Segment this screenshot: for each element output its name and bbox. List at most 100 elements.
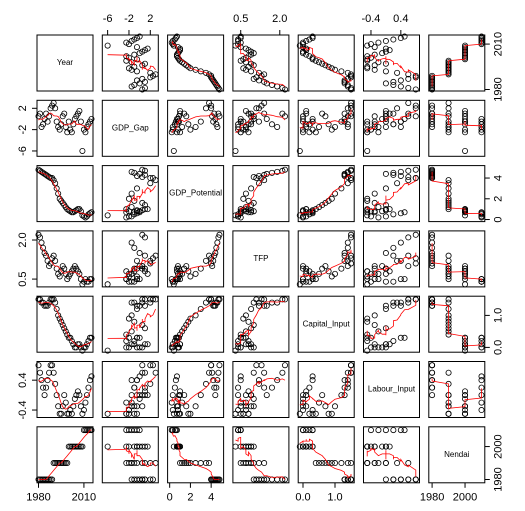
point bbox=[37, 234, 44, 241]
point bbox=[123, 344, 130, 351]
point bbox=[344, 180, 351, 187]
point bbox=[462, 110, 469, 117]
smooth-line bbox=[171, 378, 220, 405]
point bbox=[248, 185, 255, 192]
point bbox=[478, 334, 485, 341]
point bbox=[364, 147, 371, 154]
point bbox=[397, 299, 404, 306]
point bbox=[397, 123, 404, 130]
y-tick-label: 0.5 bbox=[17, 271, 29, 286]
smooth-line bbox=[107, 258, 156, 279]
point bbox=[235, 344, 242, 351]
point bbox=[268, 384, 275, 391]
point bbox=[253, 105, 260, 112]
point bbox=[281, 362, 288, 369]
point bbox=[58, 318, 65, 325]
point bbox=[139, 403, 146, 410]
point bbox=[185, 121, 192, 128]
point bbox=[375, 214, 382, 221]
point bbox=[170, 410, 177, 417]
point bbox=[315, 59, 322, 66]
point bbox=[445, 177, 452, 184]
smooth-line bbox=[366, 299, 417, 339]
point bbox=[405, 99, 412, 106]
point bbox=[136, 209, 143, 216]
point bbox=[347, 362, 354, 369]
point bbox=[325, 63, 332, 70]
point bbox=[82, 344, 89, 351]
point bbox=[382, 476, 389, 483]
point bbox=[149, 476, 156, 483]
point bbox=[131, 410, 138, 417]
point bbox=[61, 392, 68, 399]
point bbox=[133, 334, 140, 341]
point bbox=[390, 302, 397, 309]
point bbox=[347, 71, 354, 78]
point bbox=[347, 86, 354, 93]
point bbox=[309, 35, 316, 42]
point bbox=[77, 118, 84, 125]
point bbox=[202, 257, 209, 264]
point bbox=[445, 296, 452, 303]
point bbox=[177, 443, 184, 450]
point bbox=[303, 206, 310, 213]
point bbox=[367, 41, 374, 48]
x-tick-label: 2.0 bbox=[272, 13, 287, 25]
point bbox=[328, 410, 335, 417]
smooth-line bbox=[431, 39, 482, 87]
point bbox=[367, 213, 374, 220]
point bbox=[144, 206, 151, 213]
panel bbox=[297, 230, 355, 288]
point bbox=[141, 167, 148, 174]
point bbox=[128, 377, 135, 384]
point bbox=[43, 302, 50, 309]
point bbox=[299, 129, 306, 136]
panel bbox=[232, 230, 290, 288]
point bbox=[235, 384, 242, 391]
point bbox=[232, 443, 239, 450]
point bbox=[41, 302, 48, 309]
point bbox=[478, 377, 485, 384]
point bbox=[65, 443, 72, 450]
y-tick-label: 1.0 bbox=[493, 308, 505, 323]
point bbox=[344, 384, 351, 391]
smooth-line bbox=[431, 113, 482, 130]
point bbox=[131, 211, 138, 218]
point bbox=[147, 180, 154, 187]
x-tick-label: 2010 bbox=[72, 492, 96, 504]
point bbox=[235, 427, 242, 434]
point bbox=[478, 33, 485, 40]
point bbox=[131, 244, 138, 251]
point bbox=[397, 427, 404, 434]
point bbox=[52, 257, 59, 264]
panel bbox=[36, 361, 94, 418]
point bbox=[390, 244, 397, 251]
point bbox=[82, 214, 89, 221]
point bbox=[128, 168, 135, 175]
point bbox=[214, 377, 221, 384]
smooth-line bbox=[366, 54, 417, 81]
point bbox=[322, 403, 329, 410]
point bbox=[261, 384, 268, 391]
point bbox=[309, 407, 316, 414]
point bbox=[173, 33, 180, 40]
point bbox=[382, 278, 389, 285]
point bbox=[52, 380, 59, 387]
point bbox=[341, 377, 348, 384]
point bbox=[344, 174, 351, 181]
point bbox=[401, 209, 408, 216]
point bbox=[250, 344, 257, 351]
point bbox=[248, 121, 255, 128]
point bbox=[44, 302, 51, 309]
point bbox=[375, 344, 382, 351]
point bbox=[104, 443, 111, 450]
point bbox=[322, 460, 329, 467]
point bbox=[347, 177, 354, 184]
point bbox=[141, 388, 148, 395]
point bbox=[59, 403, 66, 410]
point bbox=[390, 252, 397, 259]
point bbox=[65, 410, 72, 417]
smooth-line bbox=[171, 242, 220, 283]
point bbox=[209, 263, 216, 270]
point bbox=[255, 460, 262, 467]
